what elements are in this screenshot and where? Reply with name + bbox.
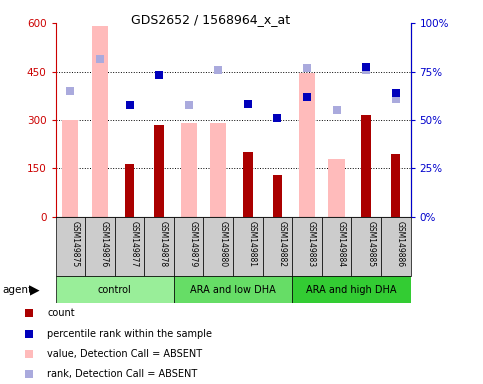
FancyBboxPatch shape bbox=[174, 276, 292, 303]
Text: GSM149886: GSM149886 bbox=[396, 220, 405, 266]
FancyBboxPatch shape bbox=[233, 217, 263, 276]
FancyBboxPatch shape bbox=[263, 217, 292, 276]
FancyBboxPatch shape bbox=[85, 217, 115, 276]
Text: GSM149875: GSM149875 bbox=[71, 220, 79, 267]
Bar bbox=[62, 120, 78, 217]
FancyBboxPatch shape bbox=[203, 217, 233, 276]
Text: ▶: ▶ bbox=[30, 283, 40, 296]
Bar bbox=[299, 73, 315, 217]
Text: ARA and low DHA: ARA and low DHA bbox=[190, 285, 276, 295]
Text: agent: agent bbox=[2, 285, 32, 295]
Text: count: count bbox=[47, 308, 75, 318]
Text: GSM149884: GSM149884 bbox=[337, 220, 346, 266]
Bar bbox=[391, 154, 400, 217]
FancyBboxPatch shape bbox=[352, 217, 381, 276]
Text: GSM149879: GSM149879 bbox=[189, 220, 198, 267]
FancyBboxPatch shape bbox=[381, 217, 411, 276]
FancyBboxPatch shape bbox=[292, 217, 322, 276]
Text: GSM149876: GSM149876 bbox=[100, 220, 109, 267]
Bar bbox=[328, 159, 345, 217]
Text: rank, Detection Call = ABSENT: rank, Detection Call = ABSENT bbox=[47, 369, 198, 379]
Text: GSM149877: GSM149877 bbox=[129, 220, 139, 267]
Text: GSM149878: GSM149878 bbox=[159, 220, 168, 266]
Text: GSM149882: GSM149882 bbox=[277, 220, 286, 266]
FancyBboxPatch shape bbox=[56, 217, 85, 276]
Text: control: control bbox=[98, 285, 131, 295]
Bar bbox=[125, 164, 134, 217]
FancyBboxPatch shape bbox=[322, 217, 352, 276]
Text: percentile rank within the sample: percentile rank within the sample bbox=[47, 329, 213, 339]
Text: GSM149880: GSM149880 bbox=[218, 220, 227, 266]
Bar bbox=[210, 123, 227, 217]
Text: ARA and high DHA: ARA and high DHA bbox=[306, 285, 397, 295]
Bar bbox=[273, 175, 282, 217]
Bar bbox=[155, 125, 164, 217]
Bar bbox=[92, 26, 108, 217]
Text: GDS2652 / 1568964_x_at: GDS2652 / 1568964_x_at bbox=[130, 13, 290, 26]
Bar bbox=[361, 115, 371, 217]
FancyBboxPatch shape bbox=[144, 217, 174, 276]
Text: value, Detection Call = ABSENT: value, Detection Call = ABSENT bbox=[47, 349, 202, 359]
FancyBboxPatch shape bbox=[56, 276, 174, 303]
FancyBboxPatch shape bbox=[115, 217, 144, 276]
FancyBboxPatch shape bbox=[174, 217, 203, 276]
Bar bbox=[243, 152, 253, 217]
FancyBboxPatch shape bbox=[292, 276, 411, 303]
Bar bbox=[181, 123, 197, 217]
Text: GSM149883: GSM149883 bbox=[307, 220, 316, 266]
Text: GSM149885: GSM149885 bbox=[366, 220, 375, 266]
Text: GSM149881: GSM149881 bbox=[248, 220, 257, 266]
